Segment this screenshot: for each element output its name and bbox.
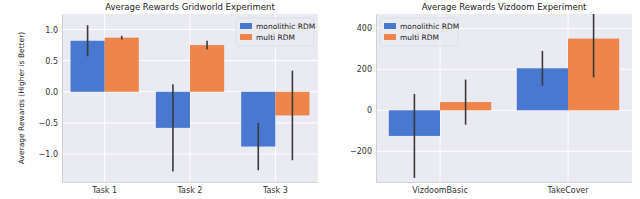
tick: Task 2 xyxy=(177,182,203,195)
legend-swatch xyxy=(240,23,252,29)
legend-entry: multi RDM xyxy=(240,33,295,42)
error-bar xyxy=(172,84,174,171)
legend-entry: multi RDM xyxy=(384,33,439,42)
legend-label: monolithic RDM xyxy=(400,22,459,31)
error-bar xyxy=(257,123,259,170)
series xyxy=(389,51,568,178)
tick: −0.5 xyxy=(39,119,62,128)
legend: monolithic RDM multi RDM xyxy=(236,18,315,46)
error-bar xyxy=(292,71,294,161)
marks xyxy=(71,25,310,171)
legend-label: multi RDM xyxy=(400,33,439,42)
tick-label: 0.0 xyxy=(45,88,58,97)
tick: 200 xyxy=(357,65,376,74)
tick-label: 1.0 xyxy=(45,26,58,35)
tick: Task 3 xyxy=(262,182,288,195)
tick-label: 400 xyxy=(357,24,372,33)
chart: −1.0 −0.5 0.0 0.5 1.0 Task 1 Task 2 Task 3 Avera… xyxy=(17,2,319,195)
error-bar xyxy=(206,41,208,50)
legend-entry: monolithic RDM xyxy=(240,22,315,31)
tick-label: Task 2 xyxy=(177,186,203,195)
tick-label: Task 3 xyxy=(262,186,288,195)
legend-label: monolithic RDM xyxy=(256,22,315,31)
tick: 0.0 xyxy=(45,88,62,97)
figure: −1.0 −0.5 0.0 0.5 1.0 Task 1 Task 2 Task 3 Avera… xyxy=(0,0,640,199)
y-axis-title: Average Rewards (Higher is Better) xyxy=(17,32,26,164)
y-axis: −200 0 200 400 xyxy=(350,15,376,183)
series xyxy=(71,25,276,171)
tick-label: VizdoomBasic xyxy=(412,186,468,195)
error-bar xyxy=(542,51,544,86)
error-bar xyxy=(593,14,595,78)
plot-background xyxy=(62,14,318,182)
x-axis-line xyxy=(377,182,633,183)
x-axis: VizdoomBasic TakeCover xyxy=(377,182,633,195)
chart: −200 0 200 400 VizdoomBasic TakeCover Average … xyxy=(350,0,632,195)
tick-label: −1.0 xyxy=(39,150,58,159)
bar xyxy=(190,45,224,92)
tick: −200 xyxy=(350,147,376,156)
tick: 400 xyxy=(357,24,376,33)
tick: Task 1 xyxy=(91,182,117,195)
tick: 0 xyxy=(367,106,376,115)
tick: VizdoomBasic xyxy=(412,182,468,195)
y-axis-line xyxy=(376,15,377,183)
tick: TakeCover xyxy=(546,182,589,195)
tick-label: −0.5 xyxy=(39,119,58,128)
error-bar xyxy=(87,25,89,56)
marks xyxy=(389,14,619,178)
grid-x xyxy=(105,14,276,182)
tick-label: TakeCover xyxy=(546,186,589,195)
chart-title: Average Rewards Gridworld Experiment xyxy=(105,2,275,12)
grid-x xyxy=(440,14,568,182)
series xyxy=(440,14,619,125)
y-axis: −1.0 −0.5 0.0 0.5 1.0 xyxy=(39,15,63,183)
y-axis-line xyxy=(62,15,63,183)
tick-label: Task 1 xyxy=(91,186,117,195)
legend-swatch xyxy=(240,34,252,40)
legend-label: multi RDM xyxy=(256,33,295,42)
legend: monolithic RDM multi RDM xyxy=(380,18,459,46)
tick-label: −200 xyxy=(350,147,372,156)
legend-entry: monolithic RDM xyxy=(384,22,459,31)
bar xyxy=(105,38,139,92)
legend-swatch xyxy=(384,34,396,40)
x-axis: Task 1 Task 2 Task 3 xyxy=(63,182,319,195)
tick: 1.0 xyxy=(45,26,62,35)
chart-title: Average Rewards Vizdoom Experiment xyxy=(422,2,587,12)
error-bar xyxy=(121,36,123,40)
series xyxy=(105,36,310,160)
tick: 0.5 xyxy=(45,57,62,66)
x-axis-line xyxy=(63,182,319,183)
tick-label: 0.5 xyxy=(45,57,58,66)
tick-label: 0 xyxy=(367,106,372,115)
tick-label: 200 xyxy=(357,65,372,74)
error-bar xyxy=(465,80,467,125)
legend-swatch xyxy=(384,23,396,29)
error-bar xyxy=(414,94,416,178)
tick: −1.0 xyxy=(39,150,62,159)
